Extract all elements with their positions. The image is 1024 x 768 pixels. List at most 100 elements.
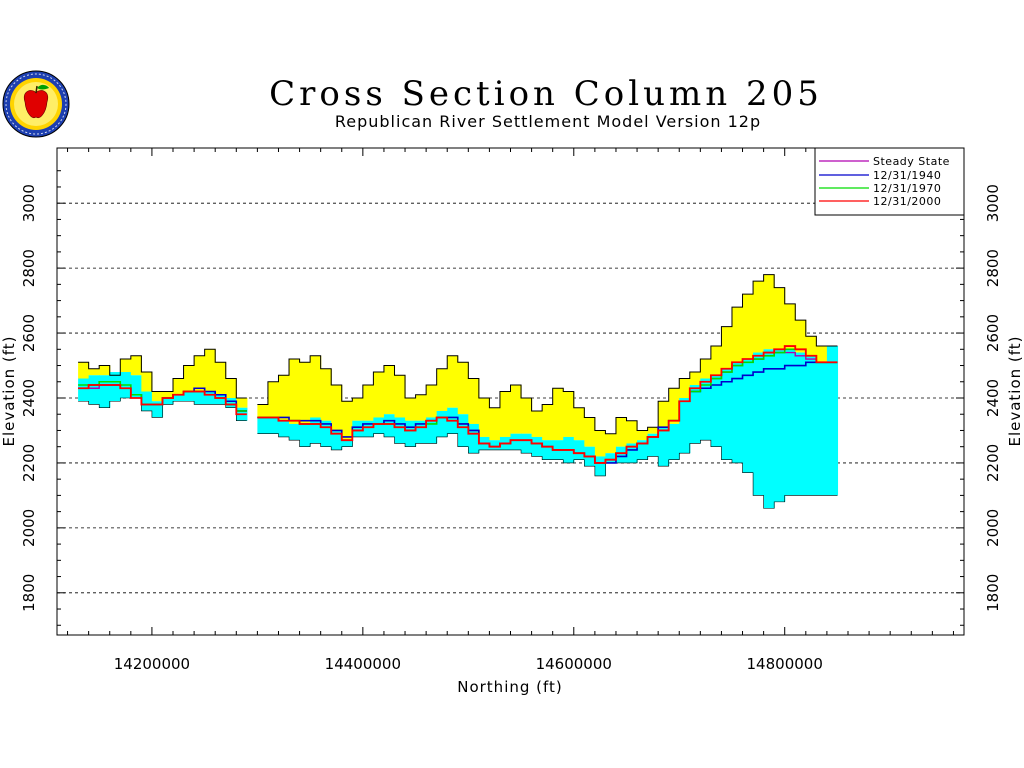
chart-legend: Steady State 12/31/1940 12/31/1970 12/31… — [814, 147, 965, 216]
y-tick-label-left: 3000 — [20, 184, 38, 222]
saturated-layer-cell — [731, 362, 744, 463]
saturated-layer-cell — [763, 349, 775, 509]
top-layer-cell — [194, 355, 206, 392]
chart-subtitle: Republican River Settlement Model Versio… — [335, 112, 761, 131]
top-layer-cell — [721, 326, 733, 369]
top-layer-cell — [289, 359, 301, 424]
y-tick-label-left: 2200 — [20, 444, 38, 482]
y-tick-label-right: 2200 — [984, 444, 1002, 482]
saturated-layer-cell — [689, 385, 701, 444]
top-layer-cell — [373, 372, 385, 418]
top-layer-cell — [183, 365, 195, 392]
top-layer-cell — [352, 397, 364, 421]
top-layer-cell — [563, 391, 575, 437]
y-tick-label-left: 2400 — [20, 379, 38, 417]
saturated-layer-cell — [542, 440, 554, 460]
saturated-layer-cell — [679, 397, 691, 454]
legend-box — [814, 147, 965, 216]
saturated-layer-cell — [383, 414, 396, 437]
saturated-layer-cell — [183, 391, 195, 402]
y-tick-label-left: 1800 — [20, 574, 38, 612]
y-tick-label-left: 2000 — [20, 509, 38, 547]
top-layer-cell — [341, 401, 353, 441]
saturated-layer-cell — [352, 420, 364, 437]
saturated-layer-cell — [88, 375, 100, 405]
y-tick-label-right: 1800 — [984, 574, 1002, 612]
saturated-layer-cell — [668, 423, 680, 460]
top-layer-cell — [320, 368, 332, 421]
saturated-layer-cell — [457, 414, 469, 447]
saturated-layer-cell — [373, 417, 385, 434]
top-layer-cell — [816, 346, 828, 363]
top-layer-cell — [204, 349, 216, 392]
saturated-layer-cell — [605, 453, 617, 463]
saturated-layer-cell — [826, 346, 839, 496]
chart-title: Cross Section Column 205 — [269, 74, 823, 114]
saturated-layer-cell — [700, 378, 712, 441]
top-layer-cell — [257, 404, 269, 418]
y-axis-label-right: Elevation (ft) — [1006, 335, 1024, 446]
saturated-layer-cell — [173, 394, 185, 402]
y-tick-label-left: 2800 — [20, 249, 38, 287]
agency-seal-logo — [2, 70, 70, 138]
x-axis-ticks: 14200000 14400000 14600000 14800000 — [67, 148, 954, 673]
saturated-layer-cell — [151, 401, 164, 418]
top-layer-cell — [383, 365, 396, 415]
saturated-layer-cell — [816, 362, 828, 496]
saturated-layer-cell — [141, 391, 153, 411]
top-layer-cell — [468, 378, 480, 424]
legend-item-2000: 12/31/2000 — [819, 195, 941, 208]
y-tick-label-right: 2800 — [984, 249, 1002, 287]
saturated-layer-cell — [99, 375, 111, 408]
y-tick-label-right: 2400 — [984, 379, 1002, 417]
saturated-layer-cell — [362, 420, 374, 437]
top-layer-cell — [594, 430, 607, 457]
saturated-layer-cell — [795, 352, 807, 496]
saturated-layer-cell — [267, 417, 280, 434]
saturated-layer-cell — [637, 440, 649, 460]
top-layer-cell — [795, 320, 807, 353]
saturated-layer-cell — [626, 443, 638, 463]
saturated-layer-cell — [510, 433, 522, 450]
top-layer-cell — [605, 433, 617, 454]
top-layer-cell — [489, 407, 501, 441]
top-layer-cell — [362, 385, 374, 421]
top-layer-cell — [78, 362, 90, 379]
saturated-layer-cell — [204, 391, 216, 405]
top-layer-cell — [331, 385, 343, 431]
x-axis-label: Northing (ft) — [457, 678, 563, 696]
top-layer-cell — [774, 287, 786, 350]
saturated-layer-cell — [320, 420, 332, 447]
top-layer-cell — [805, 336, 817, 356]
top-layer-cell — [710, 346, 723, 376]
bottom-surface-outline — [78, 397, 838, 509]
top-layer-cell — [130, 355, 142, 376]
top-layer-cell — [658, 401, 670, 428]
top-layer-cell — [225, 378, 237, 398]
water-level-lines — [78, 345, 838, 464]
saturated-layer-cell — [521, 433, 533, 454]
top-layer-cell — [784, 303, 796, 350]
saturated-layer-cell — [225, 397, 237, 408]
y-tick-label-right: 2000 — [984, 509, 1002, 547]
saturated-layer-cell — [784, 349, 796, 496]
saturated-layer-cell — [426, 417, 438, 444]
top-layer-cell — [447, 355, 459, 408]
top-layer-cell — [647, 427, 659, 434]
legend-item-1970: 12/31/1970 — [819, 182, 941, 195]
top-layer-cell — [731, 307, 744, 363]
y-tick-label-right: 2600 — [984, 314, 1002, 352]
legend-label-1940: 12/31/1940 — [873, 169, 941, 182]
series-line-y2000 — [78, 345, 838, 464]
saturated-layer-cell — [468, 423, 480, 454]
saturated-layer-cell — [436, 410, 448, 437]
top-layer-cell — [88, 368, 100, 376]
top-layer-cell — [679, 378, 691, 398]
top-layer-cell — [162, 391, 174, 398]
saturated-layer-cell — [405, 420, 417, 447]
top-layer-cell — [394, 375, 406, 418]
x-tick-label: 14200000 — [114, 655, 190, 673]
top-layer-cell — [120, 359, 132, 373]
top-layer-cell — [141, 372, 153, 392]
top-layer-cell — [415, 394, 427, 421]
